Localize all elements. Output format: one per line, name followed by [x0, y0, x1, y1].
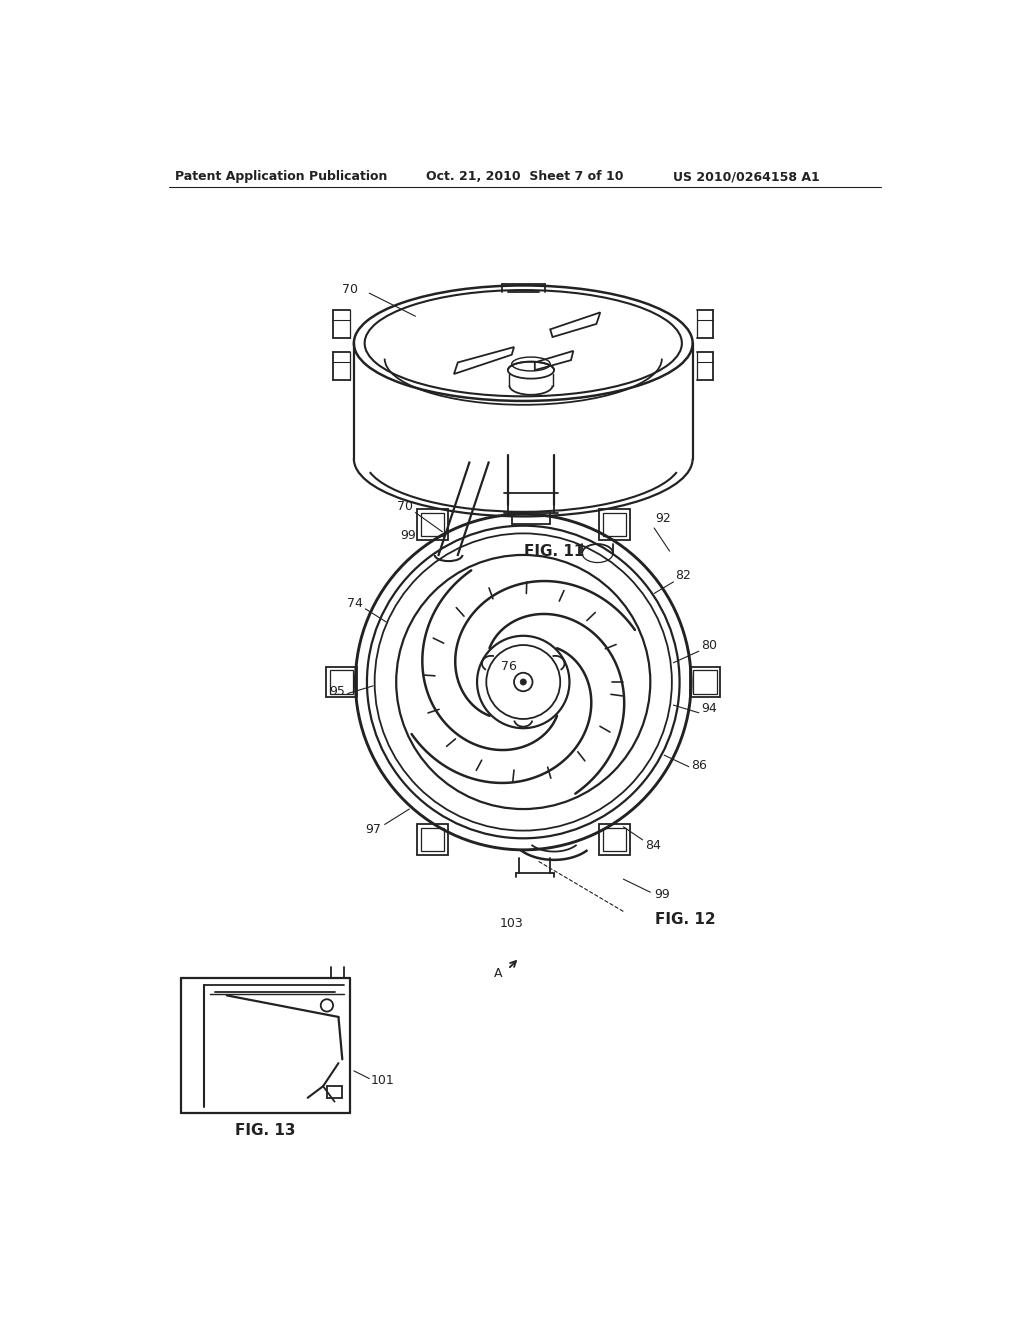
- Text: 92: 92: [655, 512, 672, 525]
- Text: 99: 99: [654, 888, 670, 902]
- Text: 70: 70: [397, 500, 414, 513]
- Text: 70: 70: [342, 282, 357, 296]
- Text: FIG. 13: FIG. 13: [236, 1122, 296, 1138]
- Circle shape: [520, 678, 526, 685]
- Text: FIG. 12: FIG. 12: [654, 912, 716, 927]
- Text: Patent Application Publication: Patent Application Publication: [174, 170, 387, 183]
- Text: 95: 95: [329, 685, 345, 698]
- Text: 99: 99: [400, 529, 416, 543]
- Text: 101: 101: [371, 1074, 394, 1088]
- Text: 86: 86: [691, 759, 707, 772]
- Text: Oct. 21, 2010  Sheet 7 of 10: Oct. 21, 2010 Sheet 7 of 10: [426, 170, 624, 183]
- Text: 80: 80: [701, 639, 718, 652]
- Text: 74: 74: [347, 597, 364, 610]
- Text: 76: 76: [502, 660, 517, 673]
- Text: 97: 97: [366, 824, 381, 837]
- Text: 84: 84: [645, 838, 660, 851]
- Text: FIG. 11: FIG. 11: [524, 544, 585, 558]
- Text: 103: 103: [500, 916, 523, 929]
- Text: US 2010/0264158 A1: US 2010/0264158 A1: [673, 170, 820, 183]
- Text: 82: 82: [676, 569, 691, 582]
- Text: 94: 94: [701, 702, 718, 715]
- Text: A: A: [495, 966, 503, 979]
